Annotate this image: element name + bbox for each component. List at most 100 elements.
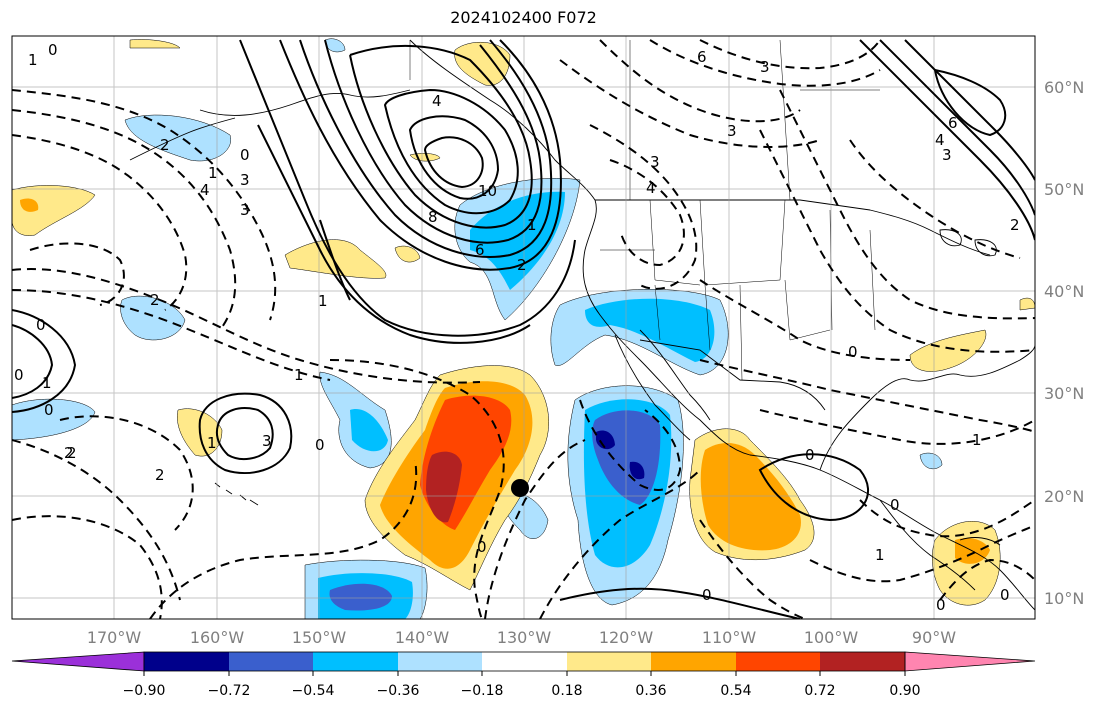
colorbar-tick-label: 0.72 bbox=[804, 683, 835, 699]
baja-peninsula bbox=[614, 334, 691, 441]
contour-label: 2 bbox=[67, 444, 77, 462]
colorbar-max-extend bbox=[904, 651, 1036, 672]
contour-solid bbox=[423, 136, 484, 189]
contour-dashed bbox=[699, 359, 1035, 433]
canada-lines bbox=[409, 39, 880, 201]
lat-label: 30°N bbox=[1044, 384, 1084, 403]
contour-label: 4 bbox=[200, 181, 210, 199]
field-positive-weak bbox=[909, 329, 987, 372]
alaska-coast bbox=[199, 89, 411, 116]
contour-dashed bbox=[484, 439, 586, 619]
contour-label: 0 bbox=[805, 446, 815, 464]
contour-label: 10 bbox=[478, 182, 497, 200]
contour-label: 4 bbox=[935, 131, 945, 149]
colorbar-tick-label: −0.90 bbox=[123, 683, 166, 699]
contour-dashed bbox=[939, 558, 1035, 601]
field-negative-moderate bbox=[470, 191, 565, 290]
contour-dashed bbox=[699, 39, 881, 70]
contour-solid bbox=[408, 115, 500, 200]
contour-label: 2 bbox=[155, 466, 165, 484]
latitude-labels: 60°N 50°N 40°N 30°N 20°N 10°N bbox=[1044, 78, 1084, 608]
contour-label: 0 bbox=[36, 316, 46, 334]
contour-label: 0 bbox=[1000, 586, 1010, 604]
contour-label: 4 bbox=[432, 92, 442, 110]
contour-label: 2 bbox=[150, 291, 160, 309]
contour-label: 2 bbox=[1010, 216, 1020, 234]
contour-label: 8 bbox=[428, 208, 438, 226]
colorbar-segment bbox=[313, 652, 398, 671]
field-positive-weak bbox=[129, 39, 181, 49]
contour-dashed bbox=[59, 415, 194, 531]
contour-dashed bbox=[589, 124, 698, 290]
contour-label: 3 bbox=[942, 146, 952, 164]
contour-label: 1 bbox=[208, 164, 218, 182]
lon-label: 170°W bbox=[87, 628, 142, 647]
field-negative-moderate bbox=[350, 409, 388, 452]
lon-label: 110°W bbox=[702, 628, 757, 647]
colorbar: −0.90 −0.72 −0.54 −0.36 −0.18 0.18 0.36 … bbox=[11, 651, 1036, 699]
colorbar-segment bbox=[651, 652, 736, 671]
us-canada-border bbox=[595, 199, 991, 256]
contour-solid bbox=[879, 39, 1035, 216]
lon-label: 130°W bbox=[497, 628, 552, 647]
contour-label: 0 bbox=[890, 496, 900, 514]
contour-label: 3 bbox=[650, 153, 660, 171]
contour-dashed bbox=[12, 89, 277, 321]
field-negative-weak bbox=[919, 452, 943, 470]
contour-label: 3 bbox=[760, 58, 770, 76]
colorbar-segment bbox=[567, 652, 651, 671]
contour-label: 3 bbox=[240, 201, 250, 219]
lon-label: 140°W bbox=[395, 628, 450, 647]
field-negative-extreme bbox=[596, 430, 615, 450]
lon-label: 160°W bbox=[190, 628, 245, 647]
us-mexico-border bbox=[639, 339, 826, 411]
contour-label: 0 bbox=[48, 41, 58, 59]
contour-label: 1 bbox=[207, 434, 217, 452]
contour-dashed bbox=[29, 242, 125, 306]
north-america-coast bbox=[409, 39, 1035, 611]
colorbar-tick-label: 0.18 bbox=[551, 683, 582, 699]
field-positive-weak bbox=[12, 185, 96, 236]
contour-label: 3 bbox=[727, 122, 737, 140]
colorbar-tick-label: 0.54 bbox=[720, 683, 751, 699]
field-positive-weak bbox=[284, 239, 387, 279]
contour-solid bbox=[198, 392, 293, 474]
field-positive-moderate bbox=[20, 198, 39, 212]
field-positive-moderate bbox=[700, 443, 801, 551]
contour-dashed bbox=[849, 139, 1021, 259]
contour-label: 6 bbox=[697, 48, 707, 66]
colorbar-tick-label: 0.36 bbox=[635, 683, 666, 699]
field-negative-moderate bbox=[585, 298, 715, 362]
contour-solid bbox=[215, 407, 274, 461]
colorbar-ticks bbox=[143, 671, 906, 676]
contour-dashed bbox=[12, 289, 331, 381]
contour-label: 1 bbox=[318, 292, 328, 310]
contour-dashed bbox=[779, 89, 1035, 320]
contour-solid bbox=[758, 453, 870, 522]
contour-label: 1 bbox=[294, 366, 304, 384]
lon-label: 120°W bbox=[599, 628, 654, 647]
lat-label: 40°N bbox=[1044, 282, 1084, 301]
longitude-labels: 170°W 160°W 150°W 140°W 130°W 120°W 110°… bbox=[87, 628, 956, 647]
contour-label: 0 bbox=[477, 538, 487, 556]
field-negative-extreme bbox=[629, 461, 645, 480]
storm-position-marker bbox=[511, 479, 529, 497]
field-negative-strong bbox=[329, 583, 392, 611]
colorbar-tick-label: −0.54 bbox=[292, 683, 335, 699]
contour-label: 0 bbox=[315, 436, 325, 454]
contour-dashed bbox=[699, 279, 911, 361]
contour-dashed bbox=[539, 469, 701, 619]
contour-solid bbox=[383, 88, 519, 215]
lon-label: 100°W bbox=[804, 628, 859, 647]
plot-frame bbox=[11, 35, 1036, 620]
contour-solid bbox=[257, 124, 531, 344]
contour-label: 2 bbox=[160, 136, 170, 154]
contour-label: 1 bbox=[28, 51, 38, 69]
contour-label: 0 bbox=[848, 343, 858, 361]
contour-label: 0 bbox=[44, 401, 54, 419]
shaded-fields bbox=[12, 38, 1035, 619]
contour-label: 6 bbox=[475, 241, 485, 259]
map-title: 2024102400 F072 bbox=[450, 8, 597, 27]
contour-dashed bbox=[759, 129, 1035, 353]
